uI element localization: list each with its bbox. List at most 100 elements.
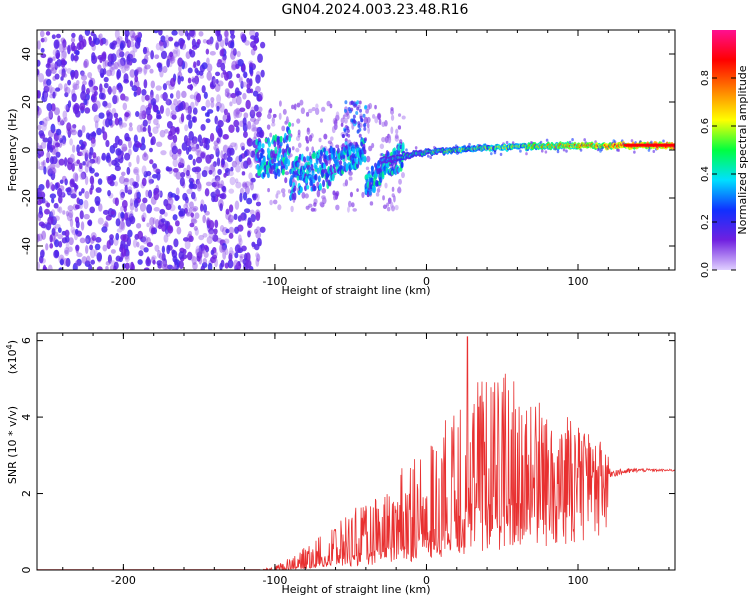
spectrogram-y-tick-label: 40	[20, 47, 33, 61]
spectrogram-speck	[42, 137, 49, 143]
spectrogram-speck	[149, 68, 154, 74]
spectrogram-speck	[240, 212, 247, 221]
spectrogram-speck	[293, 192, 297, 201]
spectrogram-y-tick-label: -40	[20, 237, 33, 255]
spectrogram-speck	[88, 79, 94, 88]
spectrogram-speck	[52, 226, 57, 232]
spectrogram-speck	[366, 122, 370, 129]
spectrogram-speck	[188, 235, 194, 243]
spectrogram-speck	[237, 58, 244, 67]
spectrogram-speck	[41, 197, 46, 204]
spectrogram-speck	[101, 152, 107, 161]
spectrogram-speck	[112, 85, 117, 95]
spectrogram-speck	[376, 187, 381, 193]
spectrogram-speck	[98, 203, 103, 212]
colorbar-tick-label: 0.0	[700, 262, 711, 278]
spectrogram-x-tick-label: 0	[423, 275, 430, 288]
spectrogram-speck	[74, 54, 78, 63]
spectrogram-speck	[225, 208, 230, 215]
spectrogram-speck	[169, 56, 175, 62]
spectrogram-speck	[260, 69, 265, 78]
spectrogram-speck	[271, 122, 276, 127]
spectrogram-speck	[188, 119, 193, 129]
spectrogram-speck	[171, 30, 178, 36]
spectrogram-speck	[121, 199, 128, 209]
spectrogram-speck	[102, 59, 107, 70]
spectrogram-speck	[348, 176, 353, 181]
spectrogram-speck	[227, 170, 234, 177]
spectrogram-speck	[155, 85, 162, 91]
spectrogram-speck	[234, 142, 238, 151]
spectrogram-speck	[161, 252, 166, 262]
spectrogram-speck	[662, 139, 665, 143]
spectrogram-speck	[112, 94, 119, 104]
spectrogram-speck	[205, 154, 212, 164]
spectrogram-speck	[40, 191, 46, 199]
spectrogram-speck	[388, 134, 392, 141]
spectrogram-speck	[70, 41, 76, 52]
spectrogram-speck	[246, 121, 252, 130]
spectrogram-speck	[277, 204, 282, 211]
spectrogram-speck	[278, 148, 282, 154]
spectrogram-speck	[148, 178, 155, 184]
spectrogram-speck	[78, 198, 84, 206]
spectrogram-speck	[99, 38, 104, 46]
spectrogram-speck	[38, 130, 45, 137]
spectrogram-speck	[95, 236, 102, 243]
spectrogram-speck	[394, 133, 399, 139]
spectrogram-speck	[249, 109, 256, 119]
spectrogram-speck	[208, 220, 215, 230]
spectrogram-speck	[258, 91, 264, 101]
spectrogram-speck	[115, 232, 120, 241]
spectrogram-speck	[68, 246, 73, 253]
spectrogram-speck	[414, 146, 418, 150]
spectrogram-speck	[59, 138, 63, 144]
spectrogram-speck	[291, 146, 295, 151]
spectrogram-speck	[141, 165, 147, 175]
spectrogram-speck	[187, 67, 193, 74]
spectrogram-speck	[167, 225, 174, 234]
spectrogram-speck	[49, 62, 55, 69]
spectrogram-speck	[65, 257, 71, 267]
spectrogram-speck	[170, 193, 177, 198]
spectrogram-speck	[122, 102, 128, 111]
spectrogram-speck	[41, 122, 47, 132]
spectrogram-speck	[358, 108, 362, 113]
spectrogram-speck	[250, 40, 256, 49]
spectrogram-speck	[141, 89, 147, 96]
spectrogram-speck	[285, 116, 289, 123]
spectrogram-speck	[64, 249, 69, 255]
spectrogram-speck	[76, 252, 83, 258]
spectrogram-speck	[213, 228, 218, 235]
spectrogram-speck	[295, 147, 300, 153]
spectrogram-speck	[344, 138, 348, 143]
spectrogram-speck	[306, 127, 311, 135]
spectrogram-speck	[74, 259, 82, 267]
spectrogram-speck	[366, 104, 371, 111]
spectrogram-speck	[579, 148, 583, 152]
spectrogram-speck	[391, 193, 395, 198]
spectrogram-speck	[386, 206, 391, 212]
spectrogram-speck	[185, 169, 190, 177]
spectrogram-speck	[81, 71, 86, 78]
spectrogram-speck	[45, 31, 51, 36]
spectrogram-speck	[200, 152, 206, 159]
spectrogram-speck	[233, 213, 238, 221]
spectrogram-speck	[54, 215, 60, 221]
spectrogram-speck	[74, 204, 81, 210]
spectrogram-speck	[94, 243, 101, 251]
spectrogram-speck	[53, 107, 60, 116]
spectrogram-speck	[235, 181, 242, 189]
spectrogram-speck	[224, 30, 229, 39]
spectrogram-speck	[139, 245, 145, 251]
spectrogram-speck	[180, 171, 186, 178]
spectrogram-speck	[43, 36, 48, 43]
spectrogram-speck	[155, 218, 160, 229]
spectrogram-speck	[134, 207, 139, 212]
spectrogram-speck	[288, 121, 292, 128]
spectrogram-speck	[362, 113, 366, 118]
spectrogram-speck	[210, 191, 217, 198]
spectrogram-speck	[173, 171, 178, 177]
spectrogram-speck	[229, 30, 235, 36]
spectrogram-speck	[206, 236, 213, 245]
